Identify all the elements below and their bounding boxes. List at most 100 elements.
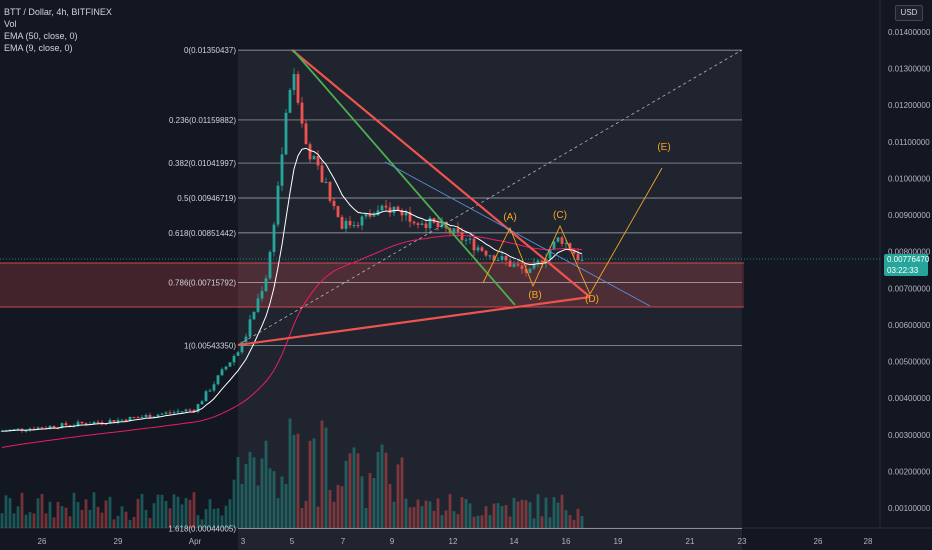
price-tick: 0.00700000 <box>888 284 931 293</box>
candle-body <box>260 291 264 299</box>
candle-body <box>152 416 156 418</box>
volume-bar <box>380 444 384 528</box>
volume-bar <box>72 492 76 528</box>
volume-bar <box>8 498 12 528</box>
volume-bar <box>196 515 200 528</box>
volume-bar <box>64 507 68 528</box>
volume-bar <box>216 508 220 528</box>
volume-bar <box>440 515 444 528</box>
candle-body <box>396 206 400 211</box>
volume-bar <box>60 506 64 528</box>
candle-body <box>316 156 320 166</box>
volume-bar <box>180 504 184 528</box>
volume-bar <box>488 515 492 528</box>
volume-bar <box>548 517 552 528</box>
volume-bar <box>160 494 164 528</box>
volume-bar <box>264 440 268 528</box>
fib-label: 1.618(0.00044005) <box>168 525 236 534</box>
candle-body <box>408 211 412 222</box>
volume-bar <box>384 452 388 528</box>
candle-body <box>312 156 316 160</box>
ema-lines <box>1 147 583 448</box>
volume-bar <box>292 434 296 528</box>
fib-label: 0.5(0.00946719) <box>177 194 236 203</box>
volume-bar <box>480 515 484 528</box>
last-price-value: 0.00776470 <box>887 255 930 264</box>
volume-bar <box>300 507 304 528</box>
volume-bar <box>168 508 172 528</box>
candle-body <box>504 256 508 261</box>
candle-body <box>288 90 292 113</box>
fib-zone <box>0 263 744 307</box>
volume-bar <box>332 501 336 528</box>
volume-bar <box>376 452 380 528</box>
volume-bar <box>424 500 428 528</box>
volume-bar <box>156 494 160 528</box>
candle-body <box>468 238 472 240</box>
candle-body <box>136 417 140 419</box>
candle-body <box>272 224 276 252</box>
volume-bar <box>456 514 460 528</box>
currency-button[interactable]: USD <box>895 5 923 21</box>
candle-body <box>212 384 216 391</box>
legend-ema50[interactable]: EMA (50, close, 0) <box>4 31 78 41</box>
candle-body <box>356 225 360 227</box>
time-tick: 9 <box>390 537 395 546</box>
legend-ema9[interactable]: EMA (9, close, 0) <box>4 43 73 53</box>
volume-bar <box>532 518 536 528</box>
volume-bar <box>404 498 408 528</box>
price-tick: 0.00500000 <box>888 358 931 367</box>
legend-symbol[interactable]: BTT / Dollar, 4h, BITFINEX <box>4 7 112 17</box>
volume-bar <box>400 457 404 528</box>
volume-bar <box>144 509 148 528</box>
candle-body <box>552 241 556 250</box>
candle-body <box>192 409 196 412</box>
volume-bar <box>200 519 204 528</box>
time-tick: 23 <box>738 537 747 546</box>
candle-body <box>276 185 280 225</box>
volume-bar <box>36 498 40 528</box>
volume-bar <box>464 498 468 528</box>
volume-bar <box>4 495 8 528</box>
candle-body <box>96 421 100 423</box>
candle-body <box>252 311 256 320</box>
candle-body <box>36 427 40 430</box>
candle-body <box>452 228 456 234</box>
volume-bar <box>184 498 188 528</box>
volume-bar <box>560 494 564 528</box>
time-tick: 12 <box>449 537 458 546</box>
candle-body <box>572 250 576 254</box>
price-tick: 0.00400000 <box>888 394 931 403</box>
time-tick: 5 <box>290 537 295 546</box>
volume-bar <box>552 497 556 528</box>
candle-body <box>12 429 16 431</box>
candle-body <box>440 222 444 228</box>
volume-bar <box>520 499 524 528</box>
price-tick: 0.01100000 <box>888 138 930 147</box>
candle-body <box>456 228 460 233</box>
candle-body <box>380 205 384 211</box>
volume-bar <box>244 464 248 528</box>
time-tick: Apr <box>189 537 202 546</box>
volume-bar <box>148 518 152 528</box>
candle-body <box>196 404 200 412</box>
volume-bar <box>460 497 464 528</box>
volume-bar <box>48 501 52 528</box>
volume-bar <box>344 460 348 528</box>
price-tick: 0.00300000 <box>888 431 931 440</box>
wave-label: (B) <box>528 290 541 301</box>
volume-bar <box>516 501 520 528</box>
volume-bar <box>56 501 60 528</box>
fib-label: 0(0.01350437) <box>184 46 236 55</box>
ema50-line <box>1 234 583 448</box>
volume-bar <box>124 511 128 528</box>
volume-bar <box>356 453 360 528</box>
candle-body <box>108 420 112 424</box>
candle-body <box>140 416 144 418</box>
wave-label: (C) <box>553 210 567 221</box>
candle-body <box>500 256 504 260</box>
legend-vol[interactable]: Vol <box>4 19 17 29</box>
candle-body <box>536 260 540 264</box>
candle-body <box>184 409 188 412</box>
